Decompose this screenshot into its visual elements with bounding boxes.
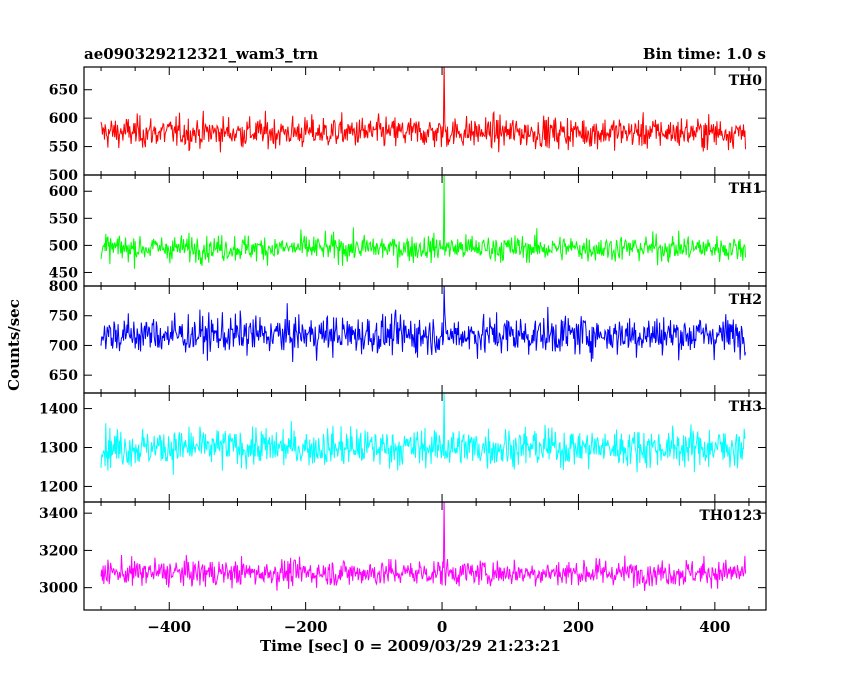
y-tick-label: 1400: [39, 402, 78, 418]
y-tick-label: 600: [49, 111, 78, 127]
series-line-th2: [100, 286, 746, 363]
panel-frame: [83, 66, 767, 176]
panel-frame: [83, 174, 767, 287]
x-tick-label: 200: [563, 618, 594, 636]
y-tick-label: 700: [49, 338, 78, 354]
series-line-th0123: [100, 502, 746, 591]
x-tick-label: −200: [284, 618, 328, 636]
y-tick-label: 3400: [39, 506, 78, 522]
series-line-th3: [100, 393, 746, 475]
panel-label-th0: TH0: [729, 73, 763, 89]
x-axis-label: Time [sec] 0 = 2009/03/29 21:23:21: [260, 637, 561, 655]
y-tick-label: 1200: [39, 479, 78, 495]
y-tick-label: 650: [49, 83, 78, 99]
y-tick-label: 500: [49, 238, 78, 254]
y-tick-label: 500: [49, 168, 78, 184]
y-tick-label: 3200: [39, 543, 78, 559]
panel-frame: [83, 501, 767, 611]
y-tick-label: 1300: [39, 441, 78, 457]
y-tick-label: 550: [49, 211, 78, 227]
x-tick-label: −400: [147, 618, 191, 636]
series-line-th1: [100, 175, 746, 269]
panel-label-th2: TH2: [729, 292, 762, 308]
panel-label-th0123: TH0123: [699, 508, 762, 524]
y-tick-label: 600: [49, 184, 78, 200]
panel-th2: 650 700 750 800 TH2: [49, 279, 767, 394]
x-tick-label: 0: [437, 618, 447, 636]
panel-th3: 1200 1300 1400 TH3: [39, 392, 767, 503]
y-tick-label: 3000: [39, 581, 78, 597]
y-tick-label: 450: [49, 265, 78, 281]
plot-title-right: Bin time: 1.0 s: [642, 45, 766, 63]
panel-th1: 450 500 550 600 TH1: [49, 174, 767, 287]
y-tick-label: 650: [49, 368, 78, 384]
x-tick-label: 400: [699, 618, 730, 636]
panel-frame: [83, 285, 767, 394]
y-tick-label: 550: [49, 140, 78, 156]
y-axis-label: Counts/sec: [5, 299, 23, 391]
plot-title-left: ae090329212321_wam3_trn: [84, 45, 319, 63]
panel-label-th3: TH3: [729, 399, 762, 415]
y-tick-label: 750: [49, 309, 78, 325]
y-tick-label: 800: [49, 279, 78, 295]
panel-label-th1: TH1: [729, 181, 762, 197]
panel-th0: 500 550 600 650 TH0: [49, 66, 767, 184]
series-line-th0: [100, 67, 746, 153]
panel-th0123: 3000 3200 3400 TH0123: [39, 501, 767, 611]
